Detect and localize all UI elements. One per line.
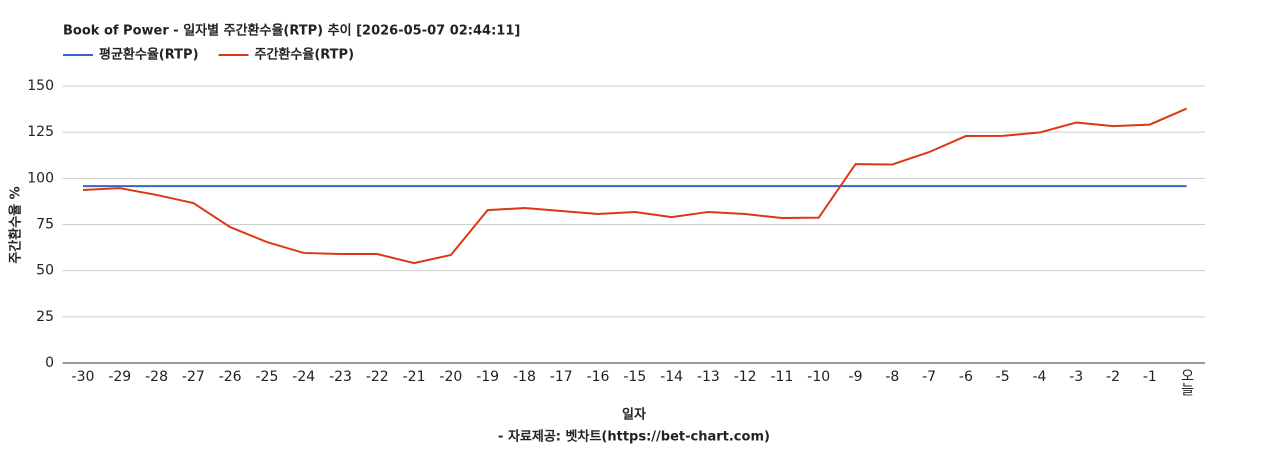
x-tick-label: -14 xyxy=(660,369,683,385)
y-tick-label: 150 xyxy=(27,78,54,94)
x-tick-label: -23 xyxy=(329,369,352,385)
x-tick-label: -20 xyxy=(439,369,462,385)
series-line xyxy=(82,107,1188,265)
x-tick-label: -25 xyxy=(255,369,278,385)
y-tick-label: 25 xyxy=(36,309,54,325)
x-tick-label: -5 xyxy=(996,369,1010,385)
x-tick-label: -27 xyxy=(182,369,205,385)
x-tick-label: -15 xyxy=(623,369,646,385)
x-tick-label: -16 xyxy=(587,369,610,385)
x-tick-label: -11 xyxy=(771,369,794,385)
x-tick-label: -19 xyxy=(476,369,499,385)
x-tick-label: -10 xyxy=(807,369,830,385)
x-tick-label: -6 xyxy=(959,369,973,385)
chart-title: Book of Power - 일자별 주간환수율(RTP) 추이 [2026-… xyxy=(63,23,520,39)
x-tick-label: -21 xyxy=(403,369,426,385)
x-tick-label: -1 xyxy=(1143,369,1157,385)
x-tick-label: 오늘 xyxy=(1179,368,1195,396)
source-note: - 자료제공: 벳차트(https://bet-chart.com) xyxy=(498,429,770,445)
x-tick-label: -29 xyxy=(108,369,131,385)
x-tick-label: -7 xyxy=(922,369,936,385)
x-tick-label: -22 xyxy=(366,369,389,385)
x-tick-label: -18 xyxy=(513,369,536,385)
y-tick-label: 100 xyxy=(27,170,54,186)
x-tick-label: -3 xyxy=(1069,369,1083,385)
x-tick-label: -24 xyxy=(292,369,315,385)
x-tick-label: -12 xyxy=(734,369,757,385)
y-axis-label: 주간환수율 % xyxy=(8,186,24,263)
x-tick-label: -2 xyxy=(1106,369,1120,385)
legend-label: 평균환수율(RTP) xyxy=(99,47,199,63)
x-tick-label: -30 xyxy=(72,369,95,385)
x-tick-label: -8 xyxy=(885,369,899,385)
legend-label: 주간환수율(RTP) xyxy=(255,47,355,63)
x-tick-label: -13 xyxy=(697,369,720,385)
x-tick-label: -4 xyxy=(1032,369,1046,385)
y-tick-label: 50 xyxy=(36,263,54,279)
y-tick-label: 0 xyxy=(45,355,54,371)
y-tick-label: 125 xyxy=(27,124,54,140)
x-tick-label: -28 xyxy=(145,369,168,385)
y-tick-label: 75 xyxy=(36,217,54,233)
x-tick-label: -17 xyxy=(550,369,573,385)
x-tick-label: -9 xyxy=(849,369,863,385)
x-tick-label: -26 xyxy=(219,369,242,385)
x-axis-label: 일자 xyxy=(622,408,646,423)
